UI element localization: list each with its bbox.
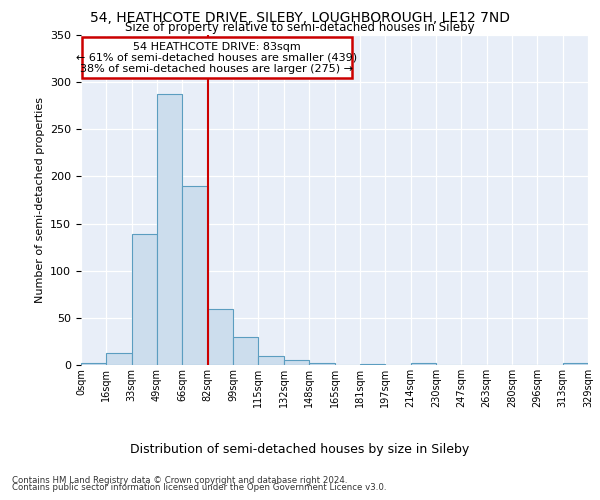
Bar xyxy=(563,363,588,365)
Bar xyxy=(309,363,335,365)
Text: Size of property relative to semi-detached houses in Sileby: Size of property relative to semi-detach… xyxy=(125,22,475,35)
Text: Distribution of semi-detached houses by size in Sileby: Distribution of semi-detached houses by … xyxy=(130,442,470,456)
Text: Contains public sector information licensed under the Open Government Licence v3: Contains public sector information licen… xyxy=(12,484,386,492)
Bar xyxy=(360,364,385,365)
Bar xyxy=(259,356,284,365)
Text: 54 HEATHCOTE DRIVE: 83sqm: 54 HEATHCOTE DRIVE: 83sqm xyxy=(133,42,301,51)
Bar xyxy=(284,360,309,365)
Text: ← 61% of semi-detached houses are smaller (439): ← 61% of semi-detached houses are smalle… xyxy=(76,53,358,63)
Bar xyxy=(182,186,208,365)
Y-axis label: Number of semi-detached properties: Number of semi-detached properties xyxy=(35,97,44,303)
Bar xyxy=(81,363,106,365)
FancyBboxPatch shape xyxy=(82,37,352,78)
Text: 38% of semi-detached houses are larger (275) →: 38% of semi-detached houses are larger (… xyxy=(80,64,353,74)
Bar xyxy=(132,234,157,365)
Bar xyxy=(157,94,182,365)
Bar xyxy=(410,363,436,365)
Text: 54, HEATHCOTE DRIVE, SILEBY, LOUGHBOROUGH, LE12 7ND: 54, HEATHCOTE DRIVE, SILEBY, LOUGHBOROUG… xyxy=(90,11,510,25)
Bar xyxy=(233,336,259,365)
Bar xyxy=(208,310,233,365)
Text: Contains HM Land Registry data © Crown copyright and database right 2024.: Contains HM Land Registry data © Crown c… xyxy=(12,476,347,485)
Bar xyxy=(106,352,132,365)
